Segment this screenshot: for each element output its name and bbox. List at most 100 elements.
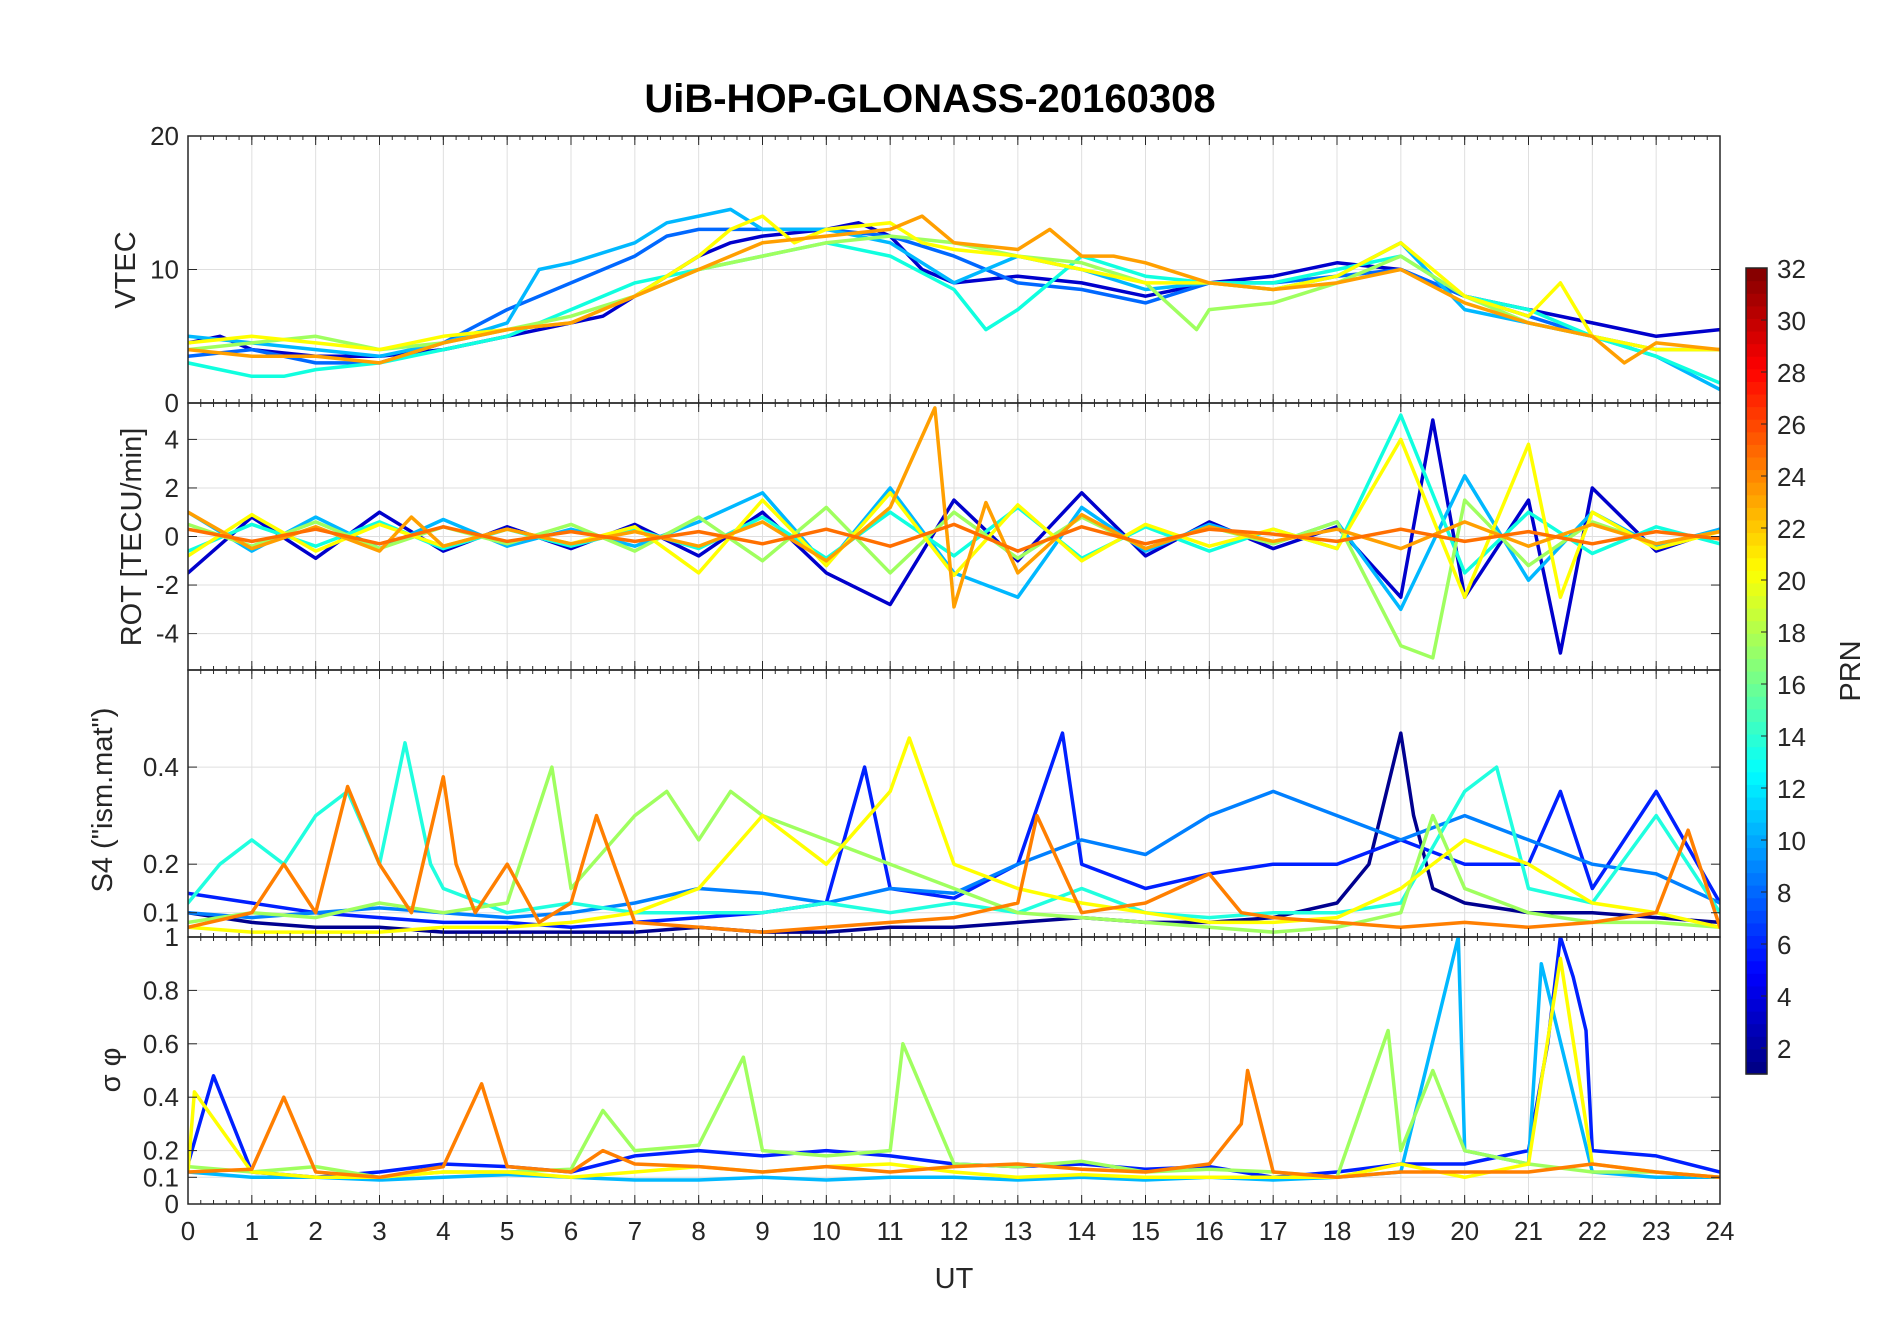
colorbar-swatch <box>1746 796 1767 811</box>
colorbar-tick-label: 4 <box>1777 982 1791 1012</box>
colorbar-swatch <box>1746 935 1767 949</box>
series-line <box>188 522 1720 553</box>
colorbar-frame <box>1745 267 1768 1075</box>
colorbar-swatch <box>1746 305 1767 319</box>
x-tick-label: 16 <box>1195 1216 1224 1246</box>
x-tick-label: 24 <box>1706 1216 1735 1246</box>
colorbar-swatch <box>1746 1061 1767 1075</box>
colorbar-swatch <box>1746 557 1767 571</box>
series-line <box>188 956 1720 1180</box>
x-tick-label: 7 <box>628 1216 642 1246</box>
colorbar-swatch <box>1746 608 1767 622</box>
colorbar-swatch <box>1746 910 1767 924</box>
series-line <box>188 731 1720 930</box>
y-tick-label: -4 <box>156 619 179 649</box>
colorbar-swatch <box>1746 809 1767 823</box>
colorbar-swatch <box>1746 419 1767 433</box>
y-tick-label: 0.1 <box>143 1162 179 1192</box>
y-tick-label: 10 <box>150 255 179 285</box>
sigma-phi-ticks: 00.10.2 0.4 0.6 0.8 1 <box>143 922 1721 1219</box>
colorbar-swatch <box>1746 1023 1767 1037</box>
x-axis: 0 1 2 3 4 5 6 7 8 9 10 11 12 13 14 15 16 17 18 19 20 21 22 23 24… <box>181 1216 1735 1295</box>
colorbar-swatch <box>1746 482 1767 496</box>
colorbar-swatch <box>1746 1011 1767 1025</box>
x-axis-label: UT <box>935 1263 974 1295</box>
x-tick-label: 18 <box>1323 1216 1352 1246</box>
colorbar-swatch <box>1746 368 1767 382</box>
y-tick-label: 0 <box>165 522 179 552</box>
y-tick-label: 0.4 <box>143 752 179 782</box>
colorbar-swatch <box>1746 948 1767 962</box>
colorbar-swatch <box>1746 293 1767 307</box>
rot-ticks: -4 -2 0 2 4 <box>156 403 1721 670</box>
y-tick-label: 0.2 <box>143 849 179 879</box>
sigma-phi-series <box>188 937 1720 1182</box>
colorbar-swatch <box>1746 759 1767 773</box>
colorbar-swatch <box>1746 595 1767 609</box>
rot-series <box>188 406 1720 660</box>
colorbar-swatch <box>1746 469 1767 483</box>
colorbar-swatch <box>1746 985 1767 1000</box>
x-tick-label: 21 <box>1514 1216 1543 1246</box>
colorbar-swatch <box>1746 645 1767 660</box>
series-line <box>188 765 1720 934</box>
colorbar-label: PRN <box>1835 640 1867 701</box>
colorbar-swatch <box>1746 784 1767 798</box>
colorbar-swatch <box>1746 998 1767 1012</box>
series-line <box>188 775 1720 934</box>
colorbar-tick-label: 6 <box>1777 930 1791 960</box>
panel-sigma-phi: 00.10.2 0.4 0.6 0.8 1 σ φ <box>95 922 1721 1219</box>
x-tick-label: 14 <box>1067 1216 1096 1246</box>
colorbar-swatch <box>1746 343 1767 357</box>
colorbar-tick-label: 26 <box>1777 410 1806 440</box>
colorbar-swatch <box>1746 494 1767 508</box>
colorbar-swatch <box>1746 885 1767 899</box>
series-line <box>188 1068 1720 1180</box>
colorbar-swatch <box>1746 330 1767 345</box>
x-tick-labels: 0 1 2 3 4 5 6 7 8 9 10 11 12 13 14 15 16 17 18 19 20 21 22 23 24 <box>181 1216 1735 1246</box>
y-tick-label: 0.8 <box>143 975 179 1005</box>
vtec-grid <box>187 135 1721 404</box>
colorbar-swatch <box>1746 532 1767 546</box>
colorbar-tick-label: 22 <box>1777 514 1806 544</box>
colorbar-tick-label: 18 <box>1777 618 1806 648</box>
colorbar-swatch <box>1746 444 1767 458</box>
colorbar-tick-label: 16 <box>1777 670 1806 700</box>
colorbar-swatch <box>1746 872 1767 886</box>
y-tick-label: 0.1 <box>143 898 179 928</box>
x-tick-label: 6 <box>564 1216 578 1246</box>
x-tick-label: 9 <box>755 1216 769 1246</box>
y-tick-label: 1 <box>165 922 179 952</box>
chart-title: UiB-HOP-GLONASS-20160308 <box>644 77 1215 121</box>
y-tick-label: 0.2 <box>143 1136 179 1166</box>
colorbar-swatch <box>1746 1048 1767 1063</box>
y-tick-label: 2 <box>165 473 179 503</box>
colorbar-swatch <box>1746 545 1767 559</box>
colorbar-swatch <box>1746 280 1767 294</box>
colorbar-swatch <box>1746 897 1767 911</box>
x-tick-label: 1 <box>245 1216 259 1246</box>
colorbar-tick-label: 12 <box>1777 774 1806 804</box>
x-tick-label: 17 <box>1259 1216 1288 1246</box>
x-tick-label: 0 <box>181 1216 195 1246</box>
x-tick-label: 10 <box>812 1216 841 1246</box>
colorbar-swatch <box>1746 696 1767 710</box>
y-tick-label: 0 <box>165 388 179 418</box>
x-tick-label: 23 <box>1642 1216 1671 1246</box>
s4-series <box>188 731 1720 934</box>
vtec-series <box>188 207 1720 392</box>
x-tick-label: 15 <box>1131 1216 1160 1246</box>
series-line <box>188 413 1720 575</box>
x-tick-label: 3 <box>372 1216 386 1246</box>
colorbar-swatch <box>1746 381 1767 395</box>
colorbar-swatch <box>1746 318 1767 332</box>
colorbar-swatch <box>1746 570 1767 584</box>
colorbar-swatch <box>1746 683 1767 697</box>
series-line <box>188 736 1720 934</box>
colorbar-swatch <box>1746 671 1767 685</box>
y-tick-label: -2 <box>156 570 179 600</box>
colorbar-swatch <box>1746 507 1767 521</box>
colorbar-tick-label: 14 <box>1777 722 1806 752</box>
